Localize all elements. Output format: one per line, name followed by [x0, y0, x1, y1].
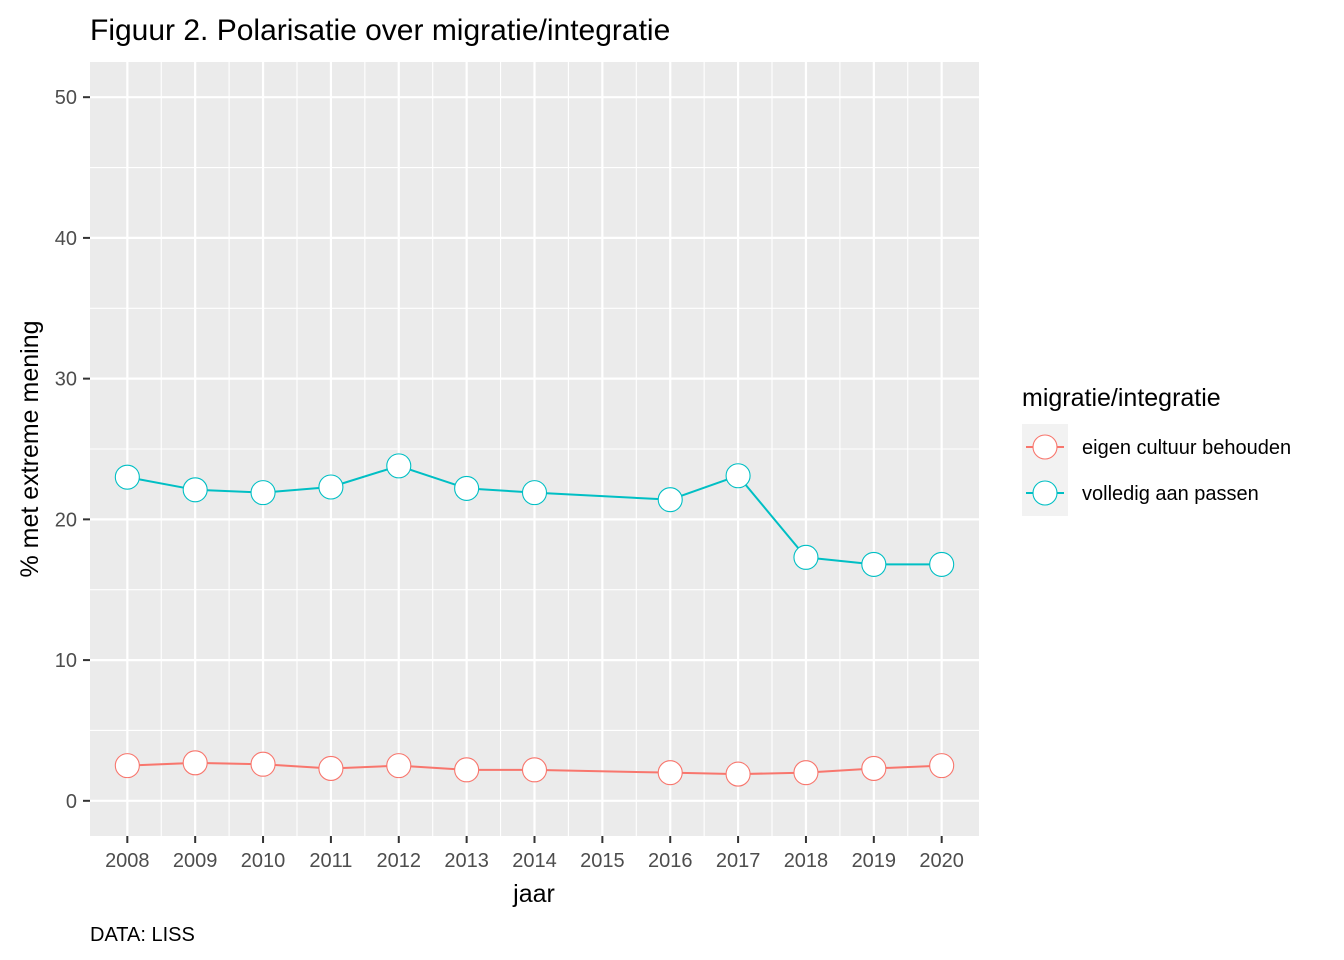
- data-point-series-1: [725, 761, 751, 787]
- data-point-series-2: [318, 474, 344, 500]
- x-tick-label: 2017: [716, 850, 761, 872]
- data-point-series-2: [454, 475, 480, 501]
- data-point-series-1: [182, 750, 208, 776]
- legend-label-series-1: eigen cultuur behouden: [1082, 437, 1291, 459]
- series-points: [114, 453, 955, 787]
- data-point-series-2: [521, 480, 548, 506]
- x-tick-label: 2015: [580, 850, 625, 872]
- legend-label-series-2: volledig aan passen: [1082, 483, 1259, 505]
- data-point-series-1: [386, 753, 412, 779]
- data-point-series-2: [861, 551, 887, 577]
- data-point-series-2: [657, 487, 683, 513]
- x-tick-label: 2012: [377, 850, 422, 872]
- data-point-series-1: [318, 755, 344, 782]
- y-tick-label: 20: [55, 509, 77, 531]
- x-axis-title: jaar: [512, 880, 555, 908]
- data-point-series-2: [725, 463, 751, 489]
- x-tick-label: 2016: [648, 850, 693, 872]
- data-source-caption: DATA: LISS: [90, 924, 195, 946]
- x-tick-label: 2010: [241, 850, 286, 872]
- data-point-series-1: [657, 760, 683, 786]
- y-tick-label: 40: [55, 228, 77, 250]
- x-axis: 2008 2009 2010 2011 2012 2013 2014 2015 2016 2017…: [105, 836, 964, 872]
- y-tick-label: 0: [66, 791, 77, 813]
- data-point-series-2: [386, 453, 412, 479]
- legend-key-point: [1032, 480, 1058, 506]
- y-tick-label: 50: [55, 87, 77, 109]
- x-tick-label: 2014: [512, 850, 557, 872]
- y-tick-label: 10: [55, 650, 77, 672]
- data-point-series-1: [114, 753, 140, 779]
- data-point-series-2: [250, 480, 276, 506]
- x-tick-label: 2018: [784, 850, 829, 872]
- chart-title: Figuur 2. Polarisatie over migratie/inte…: [90, 14, 670, 47]
- data-point-series-1: [929, 753, 955, 779]
- data-point-series-1: [861, 755, 887, 782]
- legend-title: migratie/integratie: [1022, 384, 1221, 412]
- x-tick-label: 2020: [919, 850, 964, 872]
- y-tick-label: 30: [55, 369, 77, 391]
- x-tick-label: 2019: [852, 850, 897, 872]
- x-tick-label: 2013: [444, 850, 489, 872]
- major-gridlines: [90, 62, 979, 836]
- data-point-series-2: [114, 464, 140, 490]
- y-axis-title: % met extreme mening: [16, 320, 44, 577]
- x-tick-label: 2009: [173, 850, 218, 872]
- data-point-series-2: [182, 477, 208, 503]
- data-point-series-2: [793, 544, 819, 570]
- x-tick-label: 2008: [105, 850, 150, 872]
- x-tick-label: 2011: [309, 850, 352, 872]
- data-point-series-1: [793, 760, 819, 786]
- data-point-series-2: [929, 551, 955, 577]
- legend-key-point: [1032, 434, 1058, 460]
- legend-items: eigen cultuur behouden volledig aan passe…: [1022, 424, 1291, 516]
- data-point-series-1: [521, 757, 548, 783]
- legend: migratie/integratie eigen cultuur behoud…: [1022, 384, 1291, 516]
- data-point-series-1: [250, 751, 276, 777]
- y-axis: 0 10 20 30 40 50: [55, 87, 90, 813]
- data-point-series-1: [454, 757, 480, 783]
